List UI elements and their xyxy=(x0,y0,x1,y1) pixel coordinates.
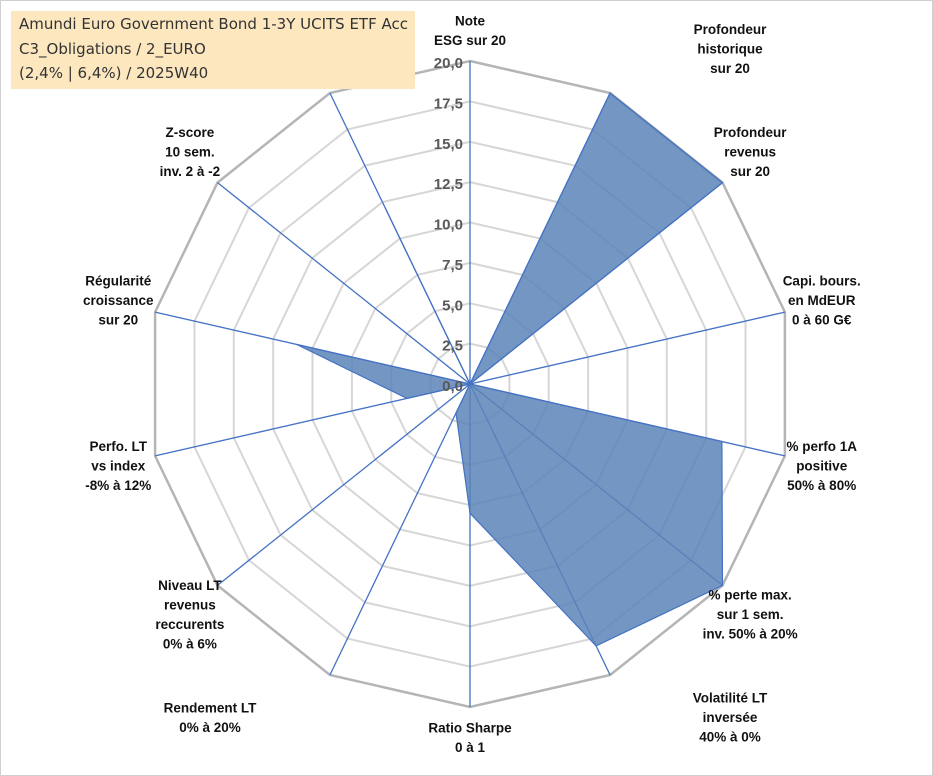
axis-label: Volatilité LT inversée 40% à 0% xyxy=(693,691,768,745)
tick-label: 15,0 xyxy=(434,136,463,153)
axis-label: Perfo. LT vs index -8% à 12% xyxy=(85,439,151,493)
fund-info-box: Amundi Euro Government Bond 1-3Y UCITS E… xyxy=(11,11,415,89)
axis-label-line: sur 20 xyxy=(710,61,750,76)
radar-axis-labels: Note ESG sur 20 Profondeur historique sur 20… xyxy=(83,14,861,756)
fund-name: Amundi Euro Government Bond 1-3Y UCITS E… xyxy=(19,15,408,33)
axis-label-line: sur 20 xyxy=(98,313,138,328)
axis-label: Rendement LT 0% à 20% xyxy=(164,700,258,735)
data-point xyxy=(721,440,723,443)
axis-label-line: revenus xyxy=(724,144,776,159)
axis-spoke xyxy=(469,311,786,385)
axis-label-line: sur 20 xyxy=(730,164,770,179)
radar-series xyxy=(296,92,724,647)
axis-label: % perte max. sur 1 sem. inv. 50% à 20% xyxy=(703,588,798,642)
axis-label-line: 0% à 6% xyxy=(163,636,217,651)
fund-category: C3_Obligations / 2_EURO xyxy=(19,40,206,58)
data-point xyxy=(455,412,457,414)
axis-label-line: Ratio Sharpe xyxy=(428,721,512,736)
axis-label-line: en MdEUR xyxy=(788,293,856,308)
axis-label-line: positive xyxy=(796,458,848,473)
axis-label: Note ESG sur 20 xyxy=(434,14,506,49)
axis-label-line: inv. 2 à -2 xyxy=(160,164,221,179)
data-point xyxy=(595,645,597,647)
axis-label: Ratio Sharpe 0 à 1 xyxy=(428,721,512,756)
data-point xyxy=(469,383,471,385)
tick-label: 12,5 xyxy=(434,176,463,193)
axis-label: Profondeur revenus sur 20 xyxy=(714,125,787,179)
axis-label-line: 0 à 1 xyxy=(455,740,486,755)
axis-spoke xyxy=(329,383,471,676)
axis-label-line: Note xyxy=(455,14,485,29)
tick-label: 10,0 xyxy=(434,217,463,234)
tick-label: 5,0 xyxy=(442,297,463,314)
tick-label: 20,0 xyxy=(434,55,463,72)
axis-label-line: % perte max. xyxy=(708,588,791,603)
series-area xyxy=(296,92,724,647)
axis-label-line: Capi. bours. xyxy=(783,274,861,289)
axis-label-line: Niveau LT xyxy=(158,578,222,593)
tick-label: 17,5 xyxy=(434,95,463,112)
data-point xyxy=(406,397,408,399)
axis-label-line: historique xyxy=(697,42,763,57)
axis-label-line: sur 1 sem. xyxy=(717,607,784,622)
axis-label-line: croissance xyxy=(83,293,154,308)
axis-label-line: % perfo 1A xyxy=(786,439,857,454)
axis-spoke xyxy=(217,182,471,385)
axis-label-line: Perfo. LT xyxy=(90,439,148,454)
axis-label: Profondeur historique sur 20 xyxy=(694,22,767,76)
axis-label-line: Rendement LT xyxy=(164,700,258,715)
axis-label-line: Z-score xyxy=(166,125,215,140)
axis-label-line: revenus xyxy=(164,597,216,612)
axis-label-line: Régularité xyxy=(85,274,152,289)
axis-label-line: inversée xyxy=(703,710,758,725)
fund-period: (2,4% | 6,4%) / 2025W40 xyxy=(19,64,209,82)
axis-label-line: Volatilité LT xyxy=(693,691,768,706)
axis-label: Régularité croissance sur 20 xyxy=(83,274,154,328)
axis-label-line: 40% à 0% xyxy=(699,730,761,745)
axis-label-line: 0% à 20% xyxy=(179,720,241,735)
axis-label-line: ESG sur 20 xyxy=(434,33,506,48)
axis-label: Niveau LT revenus reccurents 0% à 6% xyxy=(155,578,224,652)
axis-label-line: vs index xyxy=(91,458,146,473)
data-point xyxy=(721,182,724,184)
axis-label-line: Profondeur xyxy=(714,125,787,140)
axis-label-line: -8% à 12% xyxy=(85,478,151,493)
tick-label: 0,0 xyxy=(442,378,463,395)
tick-label: 7,5 xyxy=(442,257,463,274)
data-point xyxy=(721,584,724,587)
data-point xyxy=(609,92,611,94)
axis-label: % perfo 1A positive 50% à 80% xyxy=(786,439,857,493)
axis-label: Capi. bours. en MdEUR 0 à 60 G€ xyxy=(783,274,861,328)
axis-label-line: 0 à 60 G€ xyxy=(792,313,852,328)
axis-label-line: inv. 50% à 20% xyxy=(703,627,798,642)
axis-label-line: 10 sem. xyxy=(165,144,215,159)
radar-tick-labels: 0,0 2,5 5,0 7,5 10,0 12,5 15,0 17,5 20,0 xyxy=(434,55,463,395)
axis-label-line: Profondeur xyxy=(694,22,767,37)
data-point xyxy=(296,343,298,346)
data-point xyxy=(385,208,387,210)
axis-label: Z-score 10 sem. inv. 2 à -2 xyxy=(160,125,221,179)
axis-label-line: 50% à 80% xyxy=(787,478,856,493)
tick-label: 2,5 xyxy=(442,338,463,355)
axis-label-line: reccurents xyxy=(155,617,224,632)
axis-spoke xyxy=(217,383,471,586)
data-point xyxy=(469,512,471,514)
